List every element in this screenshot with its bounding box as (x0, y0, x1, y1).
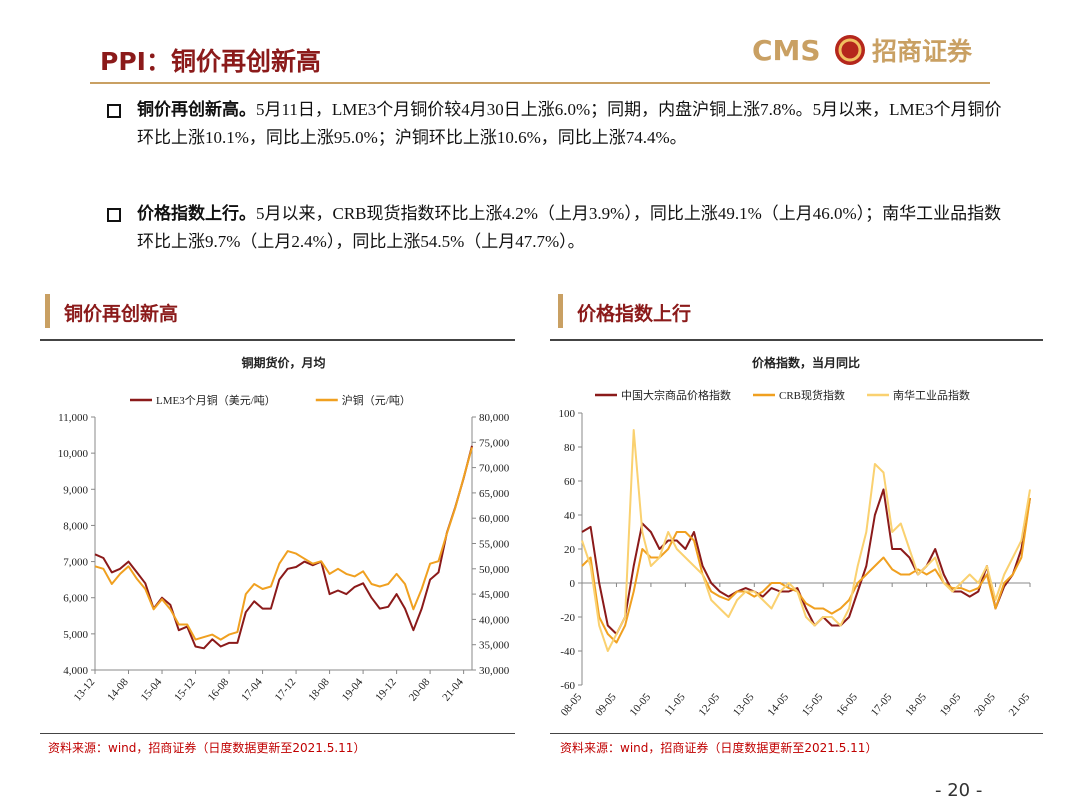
x-tick-label: 19-04 (340, 676, 366, 704)
x-tick-label: 13-05 (731, 691, 757, 719)
slide-title: PPI：铜价再创新高 (100, 47, 321, 76)
y2-tick-label: 65,000 (479, 488, 510, 500)
panel-heading: 铜价再创新高 (64, 303, 179, 325)
bullet: 铜价再创新高。5月11日，LME3个月铜价较4月30日上涨6.0%；同期，内盘沪… (105, 96, 1007, 152)
y2-tick-label: 50,000 (479, 564, 510, 576)
x-tick-label: 16-05 (834, 691, 860, 719)
y-tick-label: 0 (570, 578, 576, 590)
y-tick-label: 10,000 (58, 448, 89, 460)
x-tick-label: 19-12 (373, 676, 399, 703)
legend-label: LME3个月铜（美元/吨） (156, 393, 276, 407)
x-tick-label: 17-05 (869, 691, 895, 719)
y-tick-label: 9,000 (63, 484, 88, 496)
panel-heading: 价格指数上行 (577, 303, 692, 325)
y-tick-label: 5,000 (63, 629, 88, 641)
y-tick-label: -40 (560, 646, 575, 658)
logo-icon-ring (838, 38, 862, 62)
x-tick-label: 11-05 (662, 691, 688, 718)
logo: CMS 招商证券 (752, 34, 973, 67)
x-tick-label: 18-05 (903, 691, 929, 719)
x-tick-label: 18-08 (306, 676, 332, 704)
series-line (581, 429, 1031, 652)
y2-tick-label: 40,000 (479, 614, 510, 626)
x-tick-label: 10-05 (628, 691, 654, 719)
x-tick-label: 16-08 (206, 676, 232, 704)
y2-tick-label: 55,000 (479, 539, 510, 551)
chart: 铜期货价，月均 4,000 5,000 6,000 7,000 8,000 9,000 10,… (58, 355, 510, 704)
x-tick-label: 12-05 (696, 691, 722, 719)
panel-rule (40, 339, 515, 341)
x-tick-label: 19-05 (938, 691, 964, 719)
x-tick-label: 15-05 (800, 691, 826, 719)
x-tick-label: 21-04 (440, 676, 466, 704)
company-name: 招商证券 (872, 37, 973, 66)
y-tick-label: 60 (564, 476, 576, 488)
source-note: 资料来源：wind，招商证券（日度数据更新至2021.5.11） (48, 741, 366, 755)
x-tick-label: 15-12 (172, 676, 198, 703)
y2-tick-label: 80,000 (479, 412, 510, 424)
heading-bar (558, 294, 563, 328)
page-number: - 20 - (935, 780, 983, 801)
y2-tick-label: 45,000 (479, 589, 510, 601)
x-tick-label: 17-04 (239, 676, 265, 704)
y2-tick-label: 30,000 (479, 665, 510, 677)
panel-rule (40, 733, 515, 734)
panel-rule (550, 733, 1043, 734)
legend-label: CRB现货指数 (779, 388, 845, 402)
bullet-text: 5月11日，LME3个月铜价较4月30日上涨6.0%；同期，内盘沪铜上涨7.8%… (137, 100, 1002, 147)
legend-label: 南华工业品指数 (893, 388, 970, 402)
x-tick-label: 15-04 (139, 676, 165, 704)
heading-bar (45, 294, 50, 328)
logo-text: CMS (752, 34, 821, 67)
x-tick-label: 20-05 (972, 691, 998, 719)
series-line (581, 497, 1031, 644)
bullet-lead: 铜价再创新高。 (137, 100, 256, 120)
chart-title: 铜期货价，月均 (241, 355, 325, 370)
y2-tick-label: 60,000 (479, 513, 510, 525)
y2-tick-label: 75,000 (479, 437, 510, 449)
series-line (94, 445, 473, 650)
y-tick-label: 100 (559, 408, 576, 420)
y-tick-label: 4,000 (63, 665, 88, 677)
y-tick-label: 6,000 (63, 593, 88, 605)
x-tick-label: 08-05 (559, 691, 585, 719)
y-tick-label: 40 (564, 510, 576, 522)
source-note: 资料来源：wind，招商证券（日度数据更新至2021.5.11） (560, 741, 878, 755)
y-tick-label: 7,000 (63, 557, 88, 569)
y-tick-label: -20 (560, 612, 575, 624)
y-tick-label: 80 (564, 442, 576, 454)
y-tick-label: 8,000 (63, 520, 88, 532)
x-tick-label: 20-08 (407, 676, 433, 704)
title-rule (90, 82, 990, 84)
x-tick-label: 13-12 (72, 676, 98, 703)
bullet-lead: 价格指数上行。 (137, 204, 256, 224)
y2-tick-label: 70,000 (479, 463, 510, 475)
legend-label: 沪铜（元/吨） (342, 393, 411, 407)
x-tick-label: 21-05 (1007, 691, 1033, 719)
x-tick-label: 09-05 (593, 691, 619, 719)
x-tick-label: 17-12 (273, 676, 299, 703)
x-tick-label: 14-08 (105, 676, 131, 704)
legend-label: 中国大宗商品价格指数 (621, 388, 731, 402)
panel-rule (550, 339, 1043, 341)
chart-title: 价格指数，当月同比 (752, 355, 860, 370)
y2-tick-label: 35,000 (479, 640, 510, 652)
y-tick-label: 11,000 (58, 412, 88, 424)
series-line (581, 488, 1031, 635)
y-tick-label: 20 (564, 544, 576, 556)
bullet-text: 5月以来，CRB现货指数环比上涨4.2%（上月3.9%），同比上涨49.1%（上… (137, 204, 1002, 251)
series-line (94, 447, 473, 641)
bullet: 价格指数上行。5月以来，CRB现货指数环比上涨4.2%（上月3.9%），同比上涨… (105, 200, 1007, 256)
chart: 价格指数，当月同比 -60 -40 -20 0 20 40 60 80 100 08-05 09-05… (559, 355, 1033, 719)
x-tick-label: 14-05 (765, 691, 791, 719)
y-tick-label: -60 (560, 680, 575, 692)
